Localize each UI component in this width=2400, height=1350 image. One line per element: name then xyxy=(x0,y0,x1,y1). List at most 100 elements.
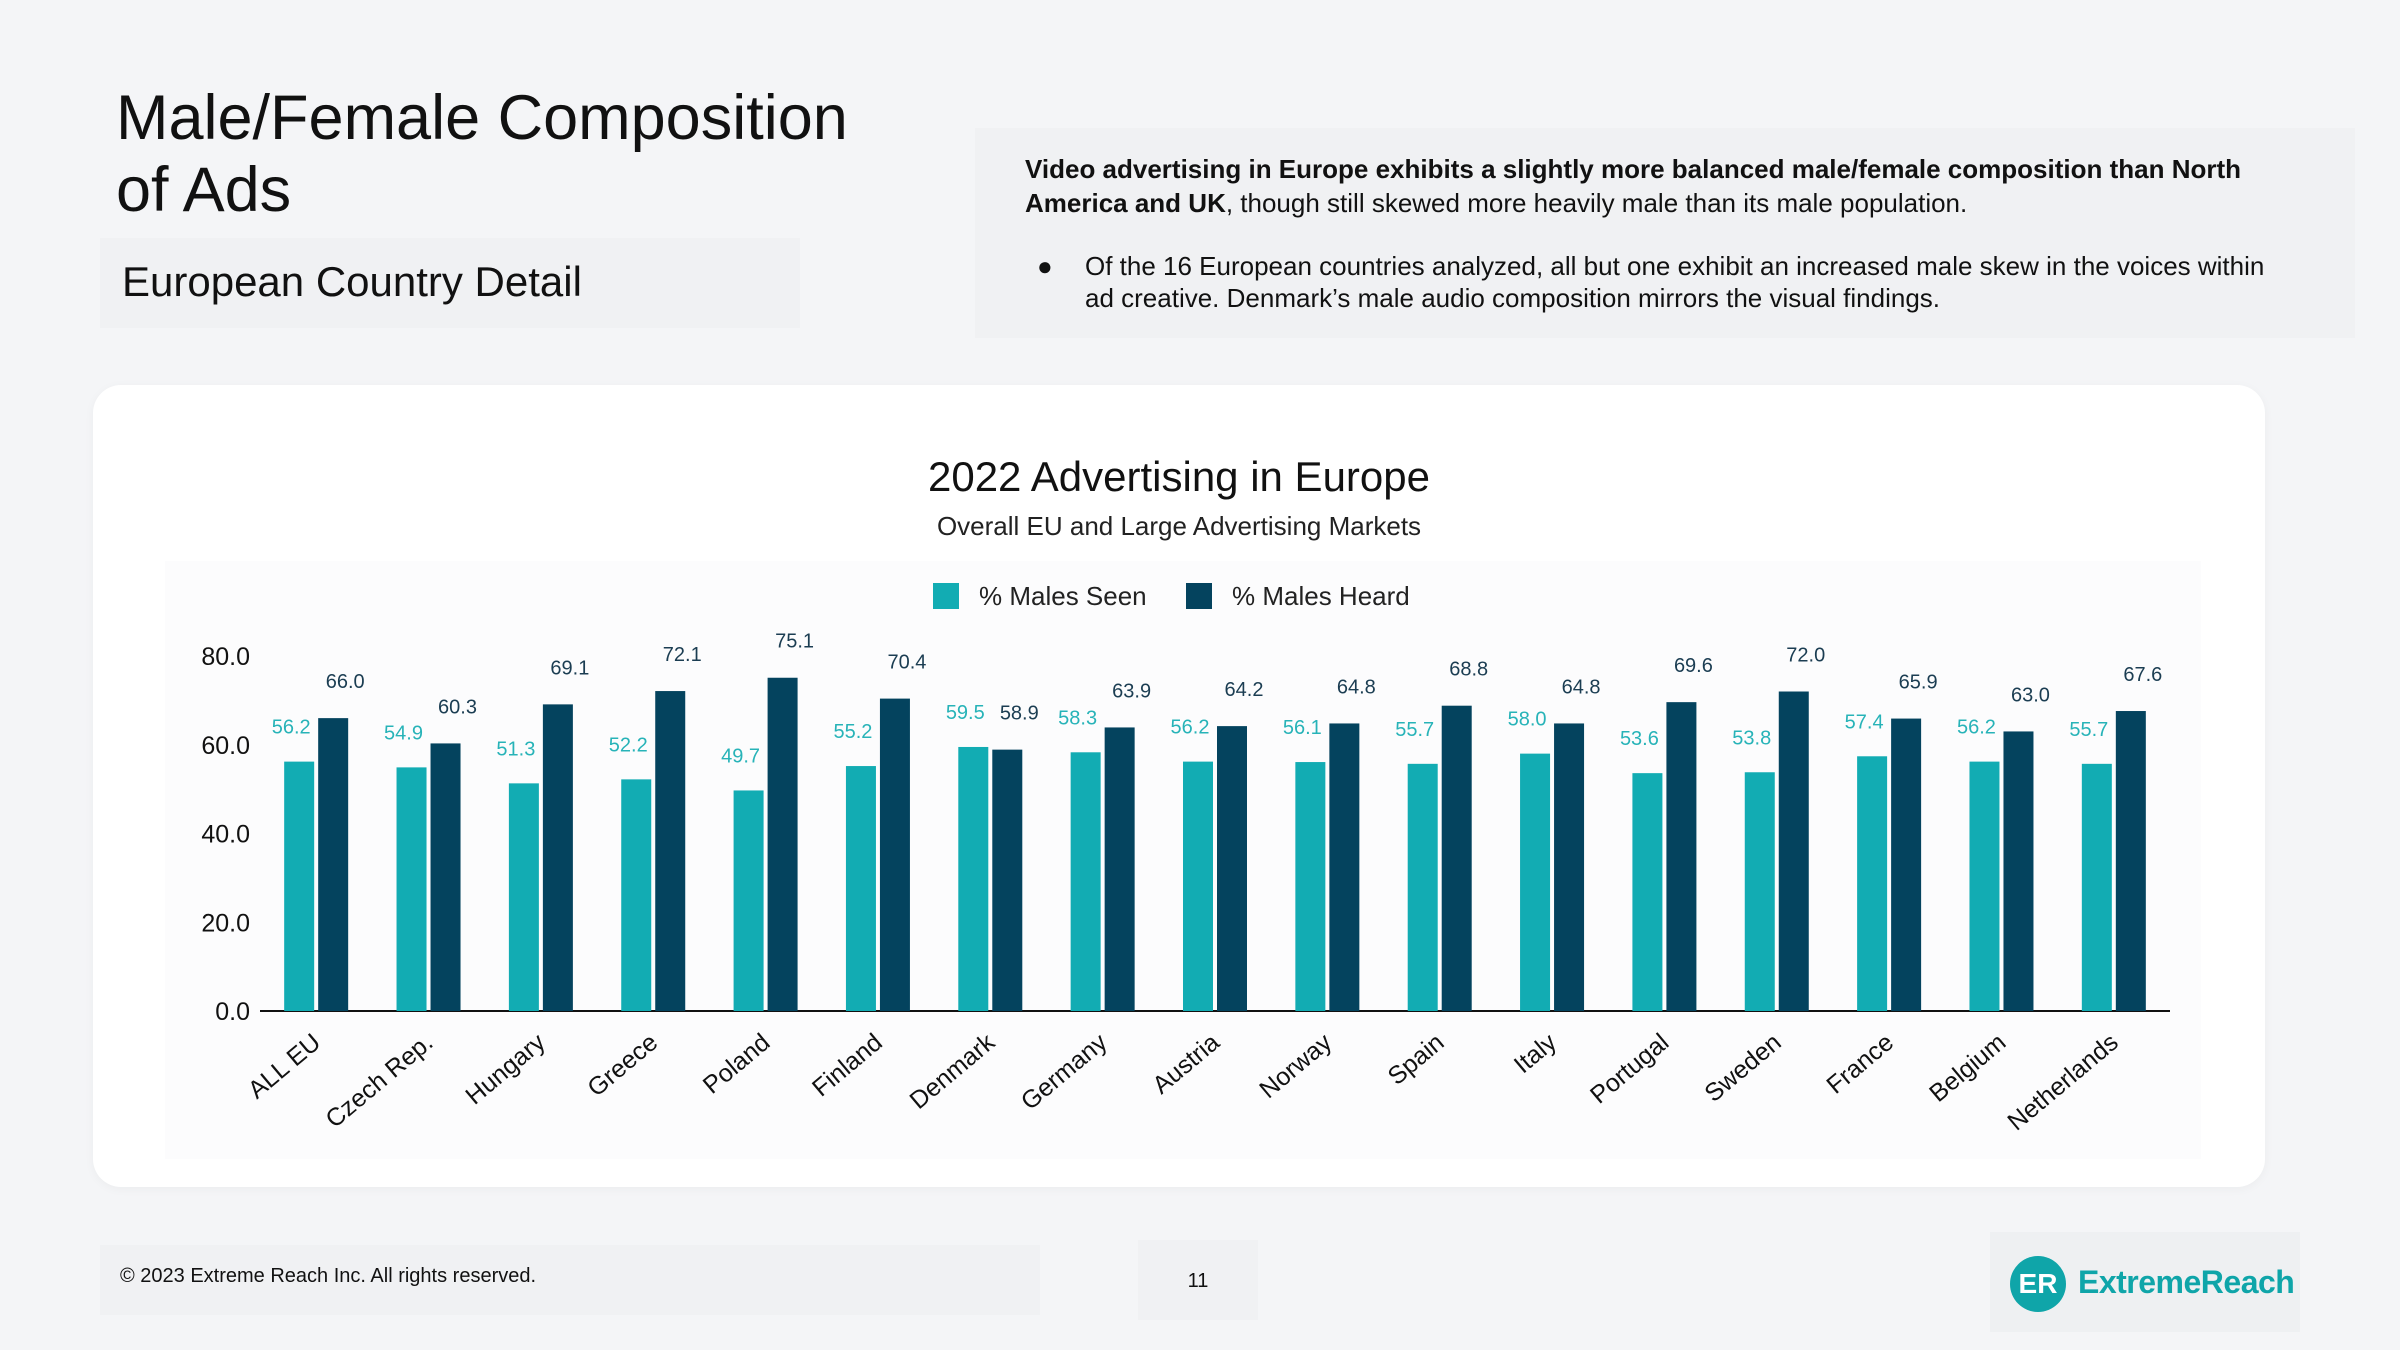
data-label-seen: 54.9 xyxy=(384,722,423,744)
bar-males-heard xyxy=(2115,711,2146,1011)
x-tick-label: Finland xyxy=(807,1028,888,1102)
bar-males-heard xyxy=(992,749,1023,1011)
bar-males-heard xyxy=(1441,705,1472,1011)
page-subtitle: European Country Detail xyxy=(122,258,582,305)
data-label-heard: 69.1 xyxy=(550,657,589,679)
data-label-heard: 65.9 xyxy=(1899,672,1938,694)
y-tick-label: 60.0 xyxy=(201,732,250,760)
bar-males-seen xyxy=(733,790,764,1011)
description-box: Video advertising in Europe exhibits a s… xyxy=(975,128,2355,338)
logo-text: ExtremeReach xyxy=(2078,1264,2295,1300)
bar-males-seen xyxy=(1857,756,1888,1011)
data-label-seen: 58.3 xyxy=(1058,707,1097,729)
bar-males-seen xyxy=(1407,763,1438,1011)
x-tick-label: Hungary xyxy=(460,1028,551,1111)
page-title-line2: of Ads xyxy=(116,155,292,225)
data-label-heard: 63.0 xyxy=(2011,684,2050,706)
bar-males-seen xyxy=(284,761,315,1011)
legend-swatch-heard xyxy=(1186,583,1212,609)
data-label-heard: 68.8 xyxy=(1449,659,1488,681)
data-label-seen: 56.1 xyxy=(1283,717,1322,739)
y-tick-label: 20.0 xyxy=(201,909,250,937)
page-number: 11 xyxy=(1187,1270,1209,1292)
bar-males-seen xyxy=(1295,762,1326,1011)
bar-males-seen xyxy=(621,779,652,1011)
bar-males-heard xyxy=(1778,691,1809,1011)
data-label-seen: 51.3 xyxy=(496,738,535,760)
page-title: Male/Female Composition of Ads xyxy=(116,82,876,226)
bar-males-heard xyxy=(655,691,686,1011)
x-tick-label: Portugal xyxy=(1585,1028,1674,1109)
description-regular: , though still skewed more heavily male … xyxy=(1225,188,1968,218)
data-label-heard: 75.1 xyxy=(775,631,814,653)
logo-mark-icon: ER xyxy=(2010,1256,2066,1312)
x-tick-label: Belgium xyxy=(1924,1028,2011,1108)
data-label-heard: 69.6 xyxy=(1674,655,1713,677)
bar-males-seen xyxy=(396,767,427,1011)
data-label-heard: 72.1 xyxy=(663,644,702,666)
data-label-heard: 67.6 xyxy=(2123,664,2162,686)
data-label-heard: 70.4 xyxy=(887,652,926,674)
brand-logo: ER ExtremeReach xyxy=(1990,1232,2300,1332)
data-label-seen: 49.7 xyxy=(721,745,760,767)
data-label-seen: 57.4 xyxy=(1845,711,1884,733)
data-label-seen: 52.2 xyxy=(609,734,648,756)
bar-males-heard xyxy=(1104,727,1135,1011)
x-tick-label: Czech Rep. xyxy=(320,1028,438,1133)
x-tick-label: Poland xyxy=(698,1028,776,1099)
bar-males-seen xyxy=(1744,772,1775,1011)
y-tick-label: 40.0 xyxy=(201,821,250,849)
title-block: Male/Female Composition of Ads xyxy=(116,82,876,226)
chart-title: 2022 Advertising in Europe xyxy=(927,453,1430,500)
bar-males-heard xyxy=(2003,731,2034,1011)
bar-males-seen xyxy=(2081,763,2112,1011)
footer-left: © 2023 Extreme Reach Inc. All rights res… xyxy=(100,1245,1040,1315)
x-tick-label: Netherlands xyxy=(2002,1028,2123,1136)
x-tick-label: Denmark xyxy=(904,1028,1000,1115)
bar-males-heard xyxy=(1217,726,1247,1011)
bar-males-seen xyxy=(1070,752,1101,1011)
data-label-heard: 64.2 xyxy=(1225,679,1264,701)
bar-males-seen xyxy=(1632,773,1663,1011)
x-tick-label: ALL EU xyxy=(243,1028,326,1104)
bar-males-heard xyxy=(430,743,461,1011)
x-tick-label: Sweden xyxy=(1699,1028,1786,1108)
bar-males-heard xyxy=(318,718,349,1011)
data-label-heard: 66.0 xyxy=(326,671,365,693)
data-label-seen: 55.7 xyxy=(2069,719,2108,741)
data-label-heard: 63.9 xyxy=(1112,680,1151,702)
chart-card: 2022 Advertising in Europe Overall EU an… xyxy=(93,385,2265,1187)
y-tick-label: 80.0 xyxy=(201,643,250,671)
description-text: Video advertising in Europe exhibits a s… xyxy=(1025,152,2285,220)
x-tick-label: Greece xyxy=(582,1028,663,1102)
bar-males-seen xyxy=(1520,753,1551,1011)
data-label-heard: 64.8 xyxy=(1562,676,1601,698)
bar-males-heard xyxy=(1329,723,1360,1011)
x-tick-label: Italy xyxy=(1509,1028,1563,1079)
bar-males-seen xyxy=(508,783,539,1011)
description-bold: Video advertising in Europe exhibits a s… xyxy=(1025,154,2242,218)
data-label-seen: 56.2 xyxy=(272,717,311,739)
legend-label-heard: % Males Heard xyxy=(1232,581,1410,611)
data-label-seen: 53.8 xyxy=(1732,727,1771,749)
data-label-heard: 72.0 xyxy=(1786,645,1825,667)
page-number-box: 11 xyxy=(1138,1240,1258,1320)
copyright-text: © 2023 Extreme Reach Inc. All rights res… xyxy=(120,1265,537,1287)
data-label-seen: 55.2 xyxy=(833,721,872,743)
bar-males-seen xyxy=(1183,761,1213,1011)
data-label-seen: 56.2 xyxy=(1957,717,1996,739)
bar-males-heard xyxy=(767,677,798,1011)
bar-males-heard xyxy=(1554,723,1585,1011)
bar-chart: % Males Seen % Males Heard 0.0 20.0 40.0 60.0… xyxy=(201,581,2170,1136)
x-tick-label: France xyxy=(1821,1028,1899,1099)
data-label-heard: 58.9 xyxy=(1000,703,1039,725)
legend-label-seen: % Males Seen xyxy=(979,581,1147,611)
data-label-heard: 64.8 xyxy=(1337,676,1376,698)
data-label-seen: 56.2 xyxy=(1171,717,1210,739)
legend-swatch-seen xyxy=(933,583,959,609)
x-tick-label: Austria xyxy=(1147,1028,1225,1100)
y-tick-label: 0.0 xyxy=(215,998,250,1026)
x-tick-label: Norway xyxy=(1254,1028,1337,1104)
x-tick-label: Germany xyxy=(1016,1028,1113,1116)
bar-males-heard xyxy=(879,698,910,1011)
